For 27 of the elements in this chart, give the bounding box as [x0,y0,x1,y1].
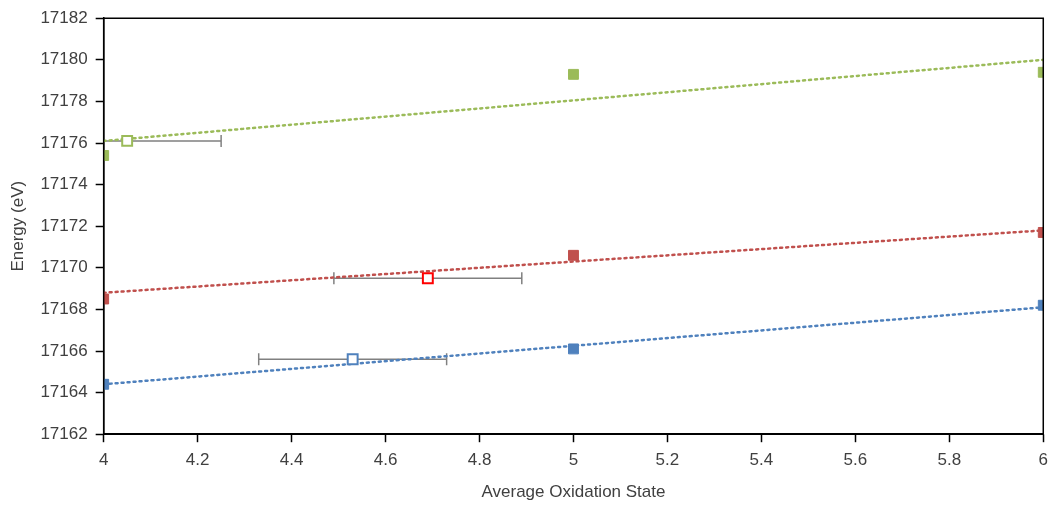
x-tick-label: 4 [98,450,109,470]
y-tick-label: 17180 [40,49,88,69]
y-tick-label: 17166 [40,340,88,360]
y-axis-title: Energy (eV) [7,180,27,272]
y-tick-label: 17170 [40,257,88,277]
x-tick-label: 5.8 [937,450,962,470]
x-tick-label: 5.2 [655,450,680,470]
point [121,134,134,147]
y-tick-label: 17164 [40,382,88,402]
y-tick-label: 17182 [40,7,88,27]
x-tick-label: 5 [568,450,579,470]
point [421,272,434,285]
x-tick-label: 5.4 [749,450,774,470]
x-tick-label: 4.6 [373,450,398,470]
x-axis-title: Average Oxidation State [481,482,666,502]
x-tick-label: 5.6 [843,450,868,470]
y-tick-label: 17162 [40,423,88,443]
y-tick-label: 17172 [40,215,88,235]
y-tick-label: 17176 [40,132,88,152]
point [346,353,359,366]
y-tick-label: 17174 [40,174,88,194]
x-tick-label: 6 [1038,450,1049,470]
x-tick-label: 4.8 [467,450,492,470]
y-tick-label: 17178 [40,91,88,111]
x-tick-label: 4.2 [185,450,210,470]
x-tick-label: 4.4 [279,450,304,470]
y-tick-label: 17168 [40,299,88,319]
